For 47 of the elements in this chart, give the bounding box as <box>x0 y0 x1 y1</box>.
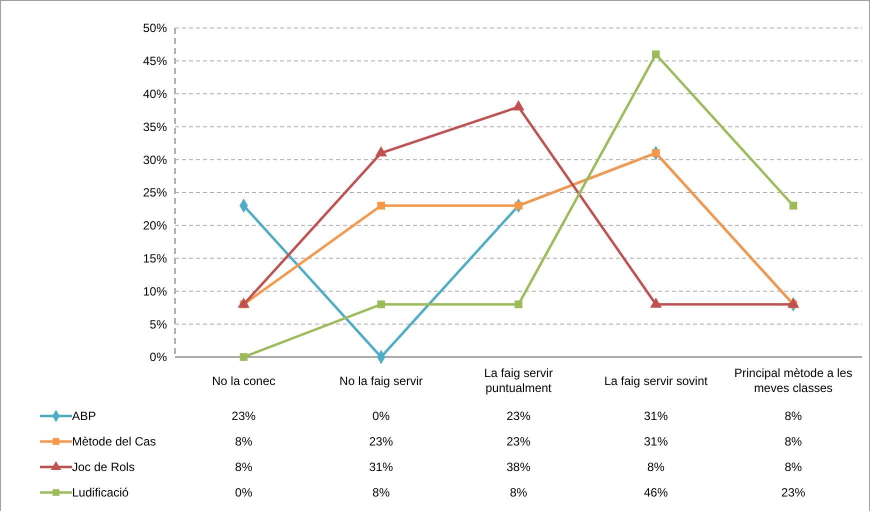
point <box>652 50 660 58</box>
legend-label: Ludificació <box>72 486 130 500</box>
data-label: 8% <box>784 409 802 424</box>
point <box>377 202 385 210</box>
y-tick-label: 35% <box>142 120 168 134</box>
x-tick-label: No la conec <box>212 374 276 388</box>
data-label: 31% <box>644 409 668 424</box>
y-tick-label: 15% <box>142 252 168 266</box>
data-label: 8% <box>372 486 390 500</box>
point <box>377 300 385 308</box>
y-tick-label: 40% <box>142 87 168 101</box>
data-label: 23% <box>506 434 531 449</box>
y-tick-label: 25% <box>142 186 168 200</box>
x-tick-label: Principal mètode a les meves classes <box>734 366 852 395</box>
data-label: 8% <box>784 460 802 474</box>
point <box>789 202 798 210</box>
y-tick-label: 0% <box>150 350 168 364</box>
y-tick-label: 45% <box>142 54 168 68</box>
data-label: 38% <box>506 460 531 474</box>
y-tick-label: 20% <box>142 218 168 233</box>
data-label: 0% <box>372 409 390 424</box>
data-label: 23% <box>369 434 394 449</box>
data-label: 8% <box>784 434 802 449</box>
y-tick-label: 50% <box>142 21 168 36</box>
legend-label: Mètode del Cas <box>72 434 156 449</box>
y-tick-label: 30% <box>142 152 168 167</box>
legend-label: ABP <box>72 409 96 424</box>
x-tick-label: La faig servir puntualment <box>484 366 553 395</box>
x-tick-label: No la faig servir <box>339 374 423 388</box>
legend-label: Joc de Rols <box>72 460 135 474</box>
data-label: 8% <box>510 486 528 500</box>
data-label: 46% <box>644 486 668 500</box>
data-label: 23% <box>232 409 256 424</box>
y-tick-label: 5% <box>150 317 168 332</box>
data-label: 8% <box>235 460 253 474</box>
data-label: 8% <box>235 434 253 449</box>
data-label: 0% <box>235 486 253 500</box>
y-tick-label: 10% <box>142 284 168 298</box>
data-label: 31% <box>369 460 394 474</box>
data-label: 23% <box>506 409 531 424</box>
data-label: 23% <box>781 486 806 500</box>
point <box>240 353 248 361</box>
data-label: 31% <box>644 434 668 449</box>
data-label: 8% <box>647 460 665 474</box>
point <box>514 202 522 210</box>
x-tick-label: La faig servir sovint <box>604 374 708 388</box>
point <box>514 300 522 308</box>
